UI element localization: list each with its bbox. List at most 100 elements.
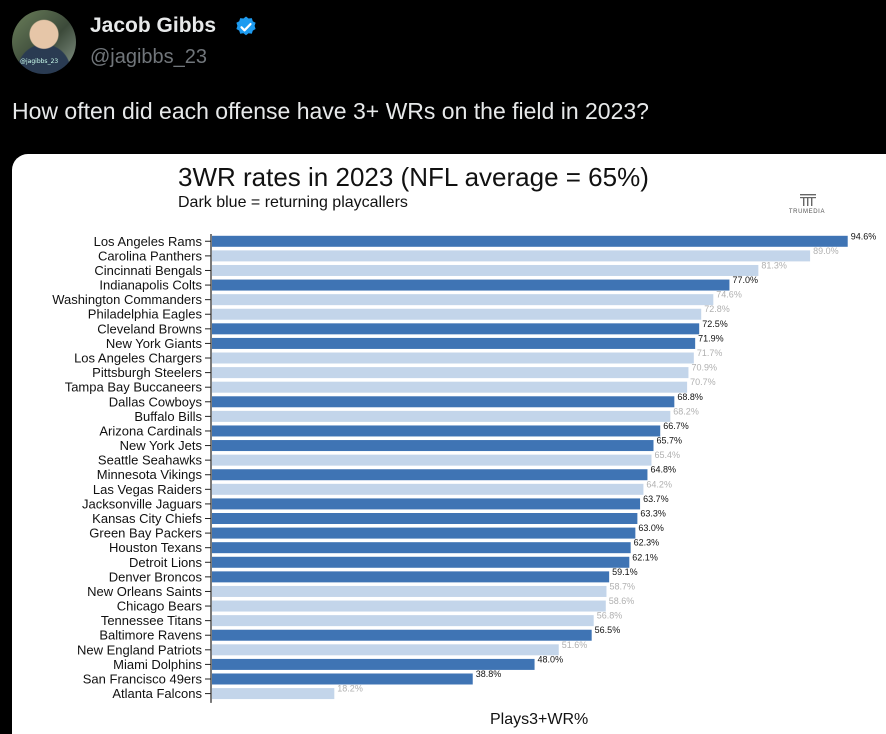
bar — [212, 440, 654, 452]
value-label: 48.0% — [538, 654, 564, 664]
value-label: 56.8% — [597, 611, 623, 621]
value-label: 62.3% — [634, 538, 660, 548]
bar — [212, 688, 335, 700]
value-label: 58.7% — [609, 581, 635, 591]
bar — [212, 235, 848, 247]
team-label: Baltimore Ravens — [99, 628, 202, 643]
value-label: 66.7% — [663, 421, 689, 431]
x-axis-label: Plays3+WR% — [490, 711, 589, 728]
team-label: New York Giants — [106, 336, 203, 351]
bar — [212, 367, 689, 379]
bar — [212, 410, 671, 422]
avatar-tag: @jagibbs_23 — [20, 58, 59, 65]
bar — [212, 513, 638, 525]
value-label: 74.6% — [716, 290, 742, 300]
team-label: New York Jets — [120, 438, 203, 453]
team-label: Los Angeles Chargers — [74, 351, 202, 366]
value-label: 77.0% — [732, 275, 758, 285]
chart-title: 3WR rates in 2023 (NFL average = 65%) — [178, 162, 649, 192]
value-label: 62.1% — [632, 552, 658, 562]
bar — [212, 673, 473, 685]
bar — [212, 264, 759, 276]
value-label: 64.8% — [650, 465, 676, 475]
team-label: San Francisco 49ers — [83, 671, 203, 686]
team-label: Carolina Panthers — [98, 248, 203, 263]
trumedia-logo: TRUMEDIA — [782, 192, 832, 222]
value-label: 94.6% — [851, 231, 877, 241]
team-label: Buffalo Bills — [134, 409, 202, 424]
team-label: Washington Commanders — [52, 292, 202, 307]
bar — [212, 323, 700, 335]
bar — [212, 352, 694, 364]
verified-badge-icon — [236, 16, 256, 36]
team-label: Las Vegas Raiders — [93, 482, 203, 497]
tweet-media-image[interactable]: 3WR rates in 2023 (NFL average = 65%) Da… — [12, 154, 886, 734]
bar — [212, 527, 636, 539]
bar — [212, 337, 696, 349]
bar — [212, 396, 675, 408]
value-label: 72.5% — [702, 319, 728, 329]
team-label: Los Angeles Rams — [94, 234, 203, 249]
bar — [212, 629, 592, 641]
value-label: 59.1% — [612, 567, 638, 577]
bar — [212, 615, 594, 627]
team-label: New England Patriots — [77, 642, 203, 657]
team-label: Green Bay Packers — [89, 526, 202, 541]
team-label: Seattle Seahawks — [98, 453, 203, 468]
value-label: 65.7% — [657, 436, 683, 446]
value-label: 68.8% — [677, 392, 703, 402]
bar — [212, 454, 652, 466]
team-label: Chicago Bears — [117, 599, 203, 614]
user-handle[interactable]: @jagibbs_23 — [90, 46, 208, 68]
team-label: Philadelphia Eagles — [88, 307, 203, 322]
avatar[interactable]: @jagibbs_23 — [12, 10, 76, 74]
bar — [212, 556, 630, 568]
value-label: 65.4% — [654, 450, 680, 460]
bar — [212, 600, 606, 612]
value-label: 51.6% — [562, 640, 588, 650]
tweet-header: @jagibbs_23 Jacob Gibbs @jagibbs_23 — [12, 8, 872, 74]
team-label: Kansas City Chiefs — [92, 511, 202, 526]
logo-text: TRUMEDIA — [788, 209, 826, 215]
bar — [212, 571, 610, 583]
value-label: 81.3% — [761, 260, 787, 270]
value-label: 71.7% — [697, 348, 723, 358]
bar — [212, 308, 702, 320]
bar — [212, 498, 641, 510]
team-label: Cleveland Browns — [97, 321, 202, 336]
bar — [212, 250, 811, 262]
trumedia-logo-icon — [800, 194, 816, 206]
bar — [212, 644, 559, 656]
bar — [212, 483, 644, 495]
team-label: Arizona Cardinals — [99, 423, 202, 438]
value-label: 63.0% — [638, 523, 664, 533]
bar — [212, 585, 607, 597]
display-name[interactable]: Jacob Gibbs — [90, 14, 217, 37]
team-label: Minnesota Vikings — [97, 467, 203, 482]
bar-chart: Los Angeles Rams 94.6% Carolina Panthers 89… — [52, 231, 877, 703]
bar — [212, 279, 730, 291]
team-label: Denver Broncos — [109, 569, 203, 584]
bar — [212, 542, 631, 554]
team-label: Pittsburgh Steelers — [92, 365, 202, 380]
value-label: 70.7% — [690, 377, 716, 387]
value-label: 64.2% — [646, 479, 672, 489]
value-label: 68.2% — [673, 406, 699, 416]
value-label: 58.6% — [609, 596, 635, 606]
team-label: Houston Texans — [109, 540, 202, 555]
team-label: Detroit Lions — [129, 555, 202, 570]
bar — [212, 425, 661, 437]
team-label: Jacksonville Jaguars — [82, 496, 202, 511]
team-label: Tampa Bay Buccaneers — [65, 380, 203, 395]
bar — [212, 658, 535, 670]
team-label: Dallas Cowboys — [109, 394, 203, 409]
value-label: 71.9% — [698, 333, 724, 343]
bar — [212, 294, 714, 306]
value-label: 56.5% — [595, 625, 621, 635]
bar — [212, 381, 688, 393]
team-label: Tennessee Titans — [101, 613, 203, 628]
value-label: 38.8% — [476, 669, 502, 679]
value-label: 63.7% — [643, 494, 669, 504]
value-label: 89.0% — [813, 246, 839, 256]
tweet-text: How often did each offense have 3+ WRs o… — [12, 98, 649, 124]
